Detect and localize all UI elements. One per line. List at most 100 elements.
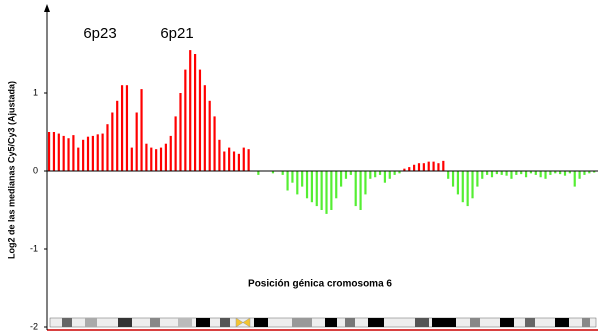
bar — [544, 171, 547, 179]
bar — [145, 143, 148, 171]
bar — [150, 147, 153, 171]
bar — [101, 133, 104, 171]
bar — [125, 85, 129, 171]
bar — [520, 171, 523, 175]
bar — [451, 171, 455, 187]
bar — [471, 171, 474, 199]
bar — [563, 171, 567, 176]
bar — [524, 171, 528, 178]
bar — [505, 171, 508, 176]
bar — [476, 171, 479, 187]
bar — [286, 171, 289, 191]
bar — [408, 167, 411, 171]
bar — [529, 171, 533, 174]
bar — [593, 171, 596, 173]
bar — [583, 171, 586, 175]
bar — [383, 171, 387, 183]
bar — [393, 171, 396, 175]
bar — [403, 168, 406, 171]
ideogram — [47, 317, 598, 331]
y-axis-label: Log2 de las medianas Cy5/Cy3 (Ajustada) — [6, 81, 16, 259]
bar — [364, 171, 367, 195]
bar — [573, 171, 576, 187]
bar — [193, 54, 197, 171]
y-tick-label: 0 — [33, 165, 38, 175]
bar — [554, 171, 557, 174]
bar — [461, 171, 464, 203]
bar — [398, 171, 401, 174]
bar — [86, 136, 90, 171]
bar — [179, 93, 182, 171]
bar — [159, 147, 163, 171]
bar — [422, 163, 425, 171]
bar — [320, 171, 323, 210]
axis-arrow — [44, 4, 50, 12]
bar — [432, 161, 435, 171]
bar — [91, 135, 94, 171]
bar — [369, 171, 372, 179]
bar — [135, 112, 138, 171]
bar — [203, 85, 206, 171]
bar — [349, 171, 352, 175]
bar — [291, 171, 294, 183]
bar — [500, 171, 503, 175]
bar — [344, 171, 348, 179]
bar — [116, 100, 119, 171]
bar — [490, 171, 494, 178]
bar — [588, 171, 591, 174]
bar — [198, 69, 202, 171]
bar — [315, 171, 318, 207]
y-tick-label: -2 — [30, 321, 38, 331]
annotation: 6p23 — [83, 25, 116, 42]
bar — [228, 147, 231, 171]
bar — [111, 112, 114, 171]
bar — [281, 171, 284, 175]
bar — [305, 171, 309, 199]
bar — [67, 138, 70, 171]
bar — [354, 171, 357, 207]
bar — [72, 135, 75, 171]
bar — [510, 171, 513, 179]
bar — [534, 171, 537, 175]
bar — [359, 171, 362, 210]
bar — [155, 149, 158, 171]
bar — [184, 69, 187, 171]
bar — [456, 171, 460, 195]
bar — [120, 85, 124, 171]
bar — [437, 163, 440, 171]
bar — [130, 147, 133, 171]
bar — [164, 143, 167, 171]
bar — [62, 135, 65, 171]
bar — [447, 171, 450, 179]
bar — [388, 171, 391, 179]
bar — [378, 171, 382, 175]
bar — [330, 171, 333, 210]
bar — [96, 134, 99, 171]
bar — [427, 161, 430, 171]
bar — [549, 171, 552, 175]
bar — [52, 132, 56, 171]
bar — [310, 171, 313, 203]
bar — [189, 50, 192, 171]
bar — [486, 171, 489, 175]
bar — [208, 100, 211, 171]
bar — [442, 160, 445, 171]
bar — [218, 139, 221, 171]
y-tick-label: -1 — [30, 243, 38, 253]
annotation: 6p21 — [160, 25, 193, 42]
bar — [232, 151, 236, 171]
bar — [237, 153, 240, 171]
bar — [495, 171, 498, 175]
bar — [57, 133, 60, 171]
bar — [340, 171, 343, 187]
bar — [466, 171, 469, 207]
bar — [296, 171, 299, 195]
bar — [539, 171, 542, 178]
bar — [257, 171, 260, 175]
x-axis-label: Posición génica cromosoma 6 — [248, 279, 392, 290]
y-tick-label: 1 — [33, 87, 38, 97]
bar — [515, 171, 518, 175]
bar — [242, 147, 245, 171]
bar — [335, 171, 338, 199]
